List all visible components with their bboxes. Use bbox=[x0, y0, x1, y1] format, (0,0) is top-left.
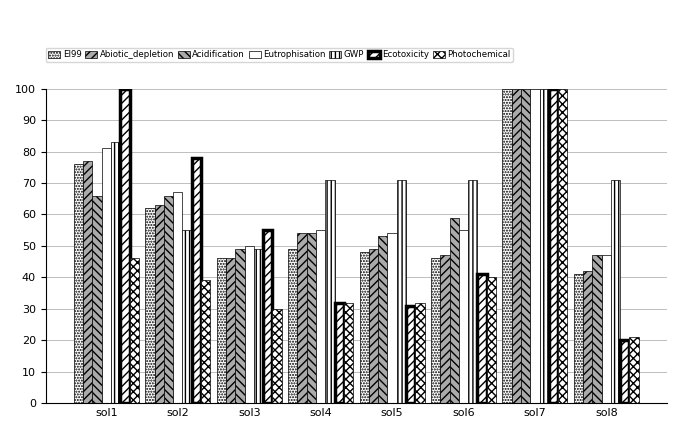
Bar bbox=[307, 233, 316, 403]
Bar bbox=[173, 192, 183, 403]
Bar bbox=[558, 89, 567, 403]
Bar bbox=[254, 249, 263, 403]
Bar bbox=[387, 233, 397, 403]
Bar bbox=[441, 255, 449, 403]
Bar bbox=[111, 142, 120, 403]
Bar bbox=[245, 246, 254, 403]
Bar bbox=[359, 252, 369, 403]
Bar bbox=[397, 180, 406, 403]
Bar bbox=[583, 271, 593, 403]
Bar bbox=[629, 337, 639, 403]
Bar bbox=[574, 274, 583, 403]
Bar bbox=[83, 161, 93, 403]
Bar bbox=[602, 255, 611, 403]
Bar bbox=[74, 164, 83, 403]
Bar bbox=[611, 180, 620, 403]
Bar bbox=[93, 196, 102, 403]
Bar bbox=[593, 255, 602, 403]
Bar bbox=[130, 259, 139, 403]
Bar bbox=[183, 230, 192, 403]
Bar bbox=[369, 249, 378, 403]
Bar bbox=[226, 259, 235, 403]
Bar bbox=[272, 309, 282, 403]
Bar bbox=[449, 218, 459, 403]
Bar bbox=[512, 89, 521, 403]
Bar bbox=[468, 180, 477, 403]
Bar bbox=[145, 208, 155, 403]
Bar bbox=[192, 158, 201, 403]
Bar bbox=[431, 259, 441, 403]
Bar bbox=[415, 303, 424, 403]
Bar bbox=[549, 89, 558, 403]
Bar bbox=[531, 89, 539, 403]
Bar bbox=[164, 196, 173, 403]
Bar bbox=[201, 281, 210, 403]
Bar bbox=[102, 149, 111, 403]
Bar bbox=[378, 236, 387, 403]
Bar bbox=[217, 259, 226, 403]
Bar bbox=[477, 274, 487, 403]
Bar bbox=[120, 89, 130, 403]
Bar bbox=[406, 306, 415, 403]
Bar bbox=[344, 303, 353, 403]
Bar bbox=[325, 180, 335, 403]
Legend: EI99, Abiotic_depletion, Acidification, Eutrophisation, GWP, Ecotoxicity, Photoc: EI99, Abiotic_depletion, Acidification, … bbox=[46, 48, 513, 62]
Bar bbox=[288, 249, 297, 403]
Bar bbox=[487, 278, 496, 403]
Bar bbox=[263, 230, 272, 403]
Bar bbox=[155, 205, 164, 403]
Bar bbox=[335, 303, 344, 403]
Bar bbox=[503, 89, 512, 403]
Bar bbox=[620, 340, 629, 403]
Bar bbox=[459, 230, 468, 403]
Bar bbox=[316, 230, 325, 403]
Bar bbox=[521, 89, 531, 403]
Bar bbox=[539, 89, 549, 403]
Bar bbox=[297, 233, 307, 403]
Bar bbox=[235, 249, 245, 403]
